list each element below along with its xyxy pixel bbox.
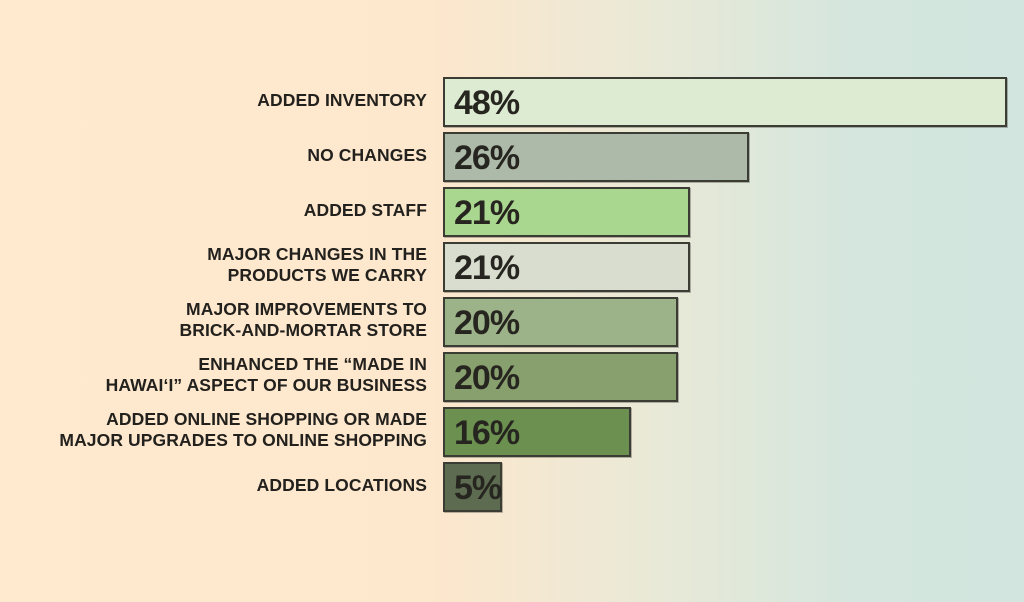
category-label: MAJOR CHANGES IN THE PRODUCTS WE CARRY — [207, 244, 427, 285]
category-label: ADDED STAFF — [303, 199, 427, 220]
bar: 21% — [443, 242, 690, 292]
chart-row: ADDED LOCATIONS 5% — [0, 462, 1024, 512]
value-label: 16% — [454, 413, 520, 452]
category-label: ADDED ONLINE SHOPPING OR MADE MAJOR UPGR… — [59, 409, 427, 450]
category-label: MAJOR IMPROVEMENTS TO BRICK-AND-MORTAR S… — [179, 299, 427, 340]
chart-row: MAJOR IMPROVEMENTS TO BRICK-AND-MORTAR S… — [0, 297, 1024, 347]
chart-row: ADDED STAFF 21% — [0, 187, 1024, 237]
category-label: ADDED INVENTORY — [257, 89, 427, 110]
category-label: ADDED LOCATIONS — [256, 474, 427, 495]
value-label: 48% — [454, 83, 520, 122]
bar: 48% — [443, 77, 1007, 127]
value-label: 20% — [454, 303, 520, 342]
bar-area: 21% — [443, 242, 1007, 292]
bar-area: 26% — [443, 132, 1007, 182]
bar-area: 48% — [443, 77, 1007, 127]
value-label: 5% — [454, 468, 502, 507]
bar-area: 21% — [443, 187, 1007, 237]
category-label: ENHANCED THE “MADE IN HAWAIʻI” ASPECT OF… — [105, 354, 427, 395]
value-label: 20% — [454, 358, 520, 397]
chart-row: NO CHANGES 26% — [0, 132, 1024, 182]
value-label: 21% — [454, 193, 520, 232]
bar-area: 5% — [443, 462, 1007, 512]
bar-chart: ADDED INVENTORY 48% NO CHANGES 26% ADDED… — [0, 77, 1024, 517]
bar: 21% — [443, 187, 690, 237]
value-label: 26% — [454, 138, 520, 177]
bar-area: 16% — [443, 407, 1007, 457]
value-label: 21% — [454, 248, 520, 287]
chart-row: ENHANCED THE “MADE IN HAWAIʻI” ASPECT OF… — [0, 352, 1024, 402]
bar: 20% — [443, 352, 678, 402]
bar-area: 20% — [443, 352, 1007, 402]
bar: 20% — [443, 297, 678, 347]
bar-area: 20% — [443, 297, 1007, 347]
bar: 26% — [443, 132, 749, 182]
category-label: NO CHANGES — [307, 144, 427, 165]
bar: 16% — [443, 407, 631, 457]
chart-row: MAJOR CHANGES IN THE PRODUCTS WE CARRY 2… — [0, 242, 1024, 292]
chart-row: ADDED INVENTORY 48% — [0, 77, 1024, 127]
bar: 5% — [443, 462, 502, 512]
chart-row: ADDED ONLINE SHOPPING OR MADE MAJOR UPGR… — [0, 407, 1024, 457]
